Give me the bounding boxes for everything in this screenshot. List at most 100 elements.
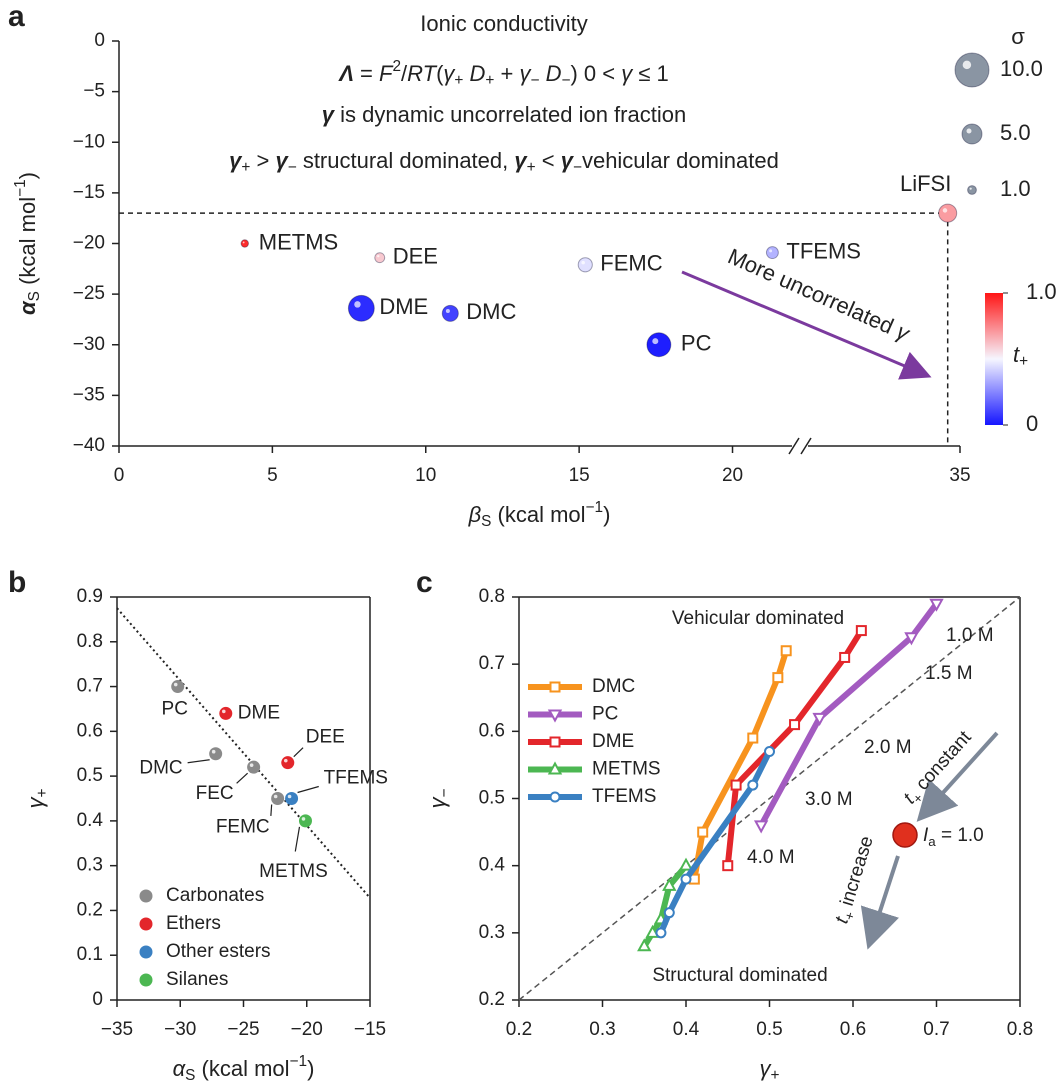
text-part: S: [481, 513, 491, 530]
marker: [789, 719, 801, 731]
text-part: <: [536, 148, 561, 173]
y-axis-label: γ+: [23, 789, 51, 809]
text-part: γ: [275, 148, 289, 173]
text-part: structural dominated,: [297, 148, 515, 173]
y-tick-label: 0.7: [479, 653, 505, 674]
text-part: RT: [407, 61, 437, 86]
schematic-label: Ia = 1.0: [923, 825, 984, 849]
x-axis-label: γ+: [760, 1056, 780, 1084]
text-part: −1: [12, 179, 29, 197]
schematic-arrow: [860, 855, 900, 950]
text-part: −: [436, 789, 453, 798]
bubble-highlight: [769, 249, 773, 253]
x-tick-label: 0.8: [1007, 1019, 1033, 1040]
size-legend-label: 1.0: [1000, 176, 1031, 201]
text-part: +: [1019, 353, 1028, 370]
colorbar-tick-label: 1.0: [1026, 279, 1057, 304]
point-label: PC: [162, 699, 188, 720]
marker: [730, 779, 742, 791]
y-tick-label: 0.5: [479, 788, 505, 809]
formula: Λ = F2/RT(γ+ D+ + γ− D−) 0 < γ ≤ 1: [338, 58, 669, 89]
x-tick-label: 0.4: [673, 1019, 700, 1040]
schematic-point: [892, 822, 918, 848]
bubble: [374, 252, 386, 264]
size-legend-marker: [954, 52, 990, 88]
text-part: γ: [425, 796, 450, 809]
size-legend-marker: [961, 123, 983, 145]
text-part: −: [288, 159, 297, 176]
bubble: [646, 332, 672, 358]
concentration-label: 1.5 M: [925, 663, 973, 684]
text-part: (kcal mol: [491, 502, 585, 527]
panel-label: b: [8, 566, 26, 599]
marker: [904, 632, 919, 646]
concentration-label: 3.0 M: [805, 789, 853, 810]
marker: [680, 873, 692, 885]
point: [247, 760, 261, 774]
line: [657, 748, 773, 936]
y-tick-label: −40: [73, 435, 105, 456]
x-axis-label: βS (kcal mol−1): [468, 499, 611, 530]
legend-marker: [139, 889, 153, 903]
text-part: /: [401, 61, 408, 86]
marker: [764, 745, 775, 757]
bubble-highlight: [942, 208, 948, 213]
concentration-label: 1.0 M: [946, 625, 994, 646]
point-label: METMS: [259, 229, 338, 254]
legend-label: METMS: [592, 759, 661, 780]
text-part: constant: [908, 727, 976, 799]
y-tick-label: 0.2: [479, 989, 505, 1010]
x-tick-label: 0.7: [923, 1019, 949, 1040]
bubble-highlight: [173, 682, 178, 687]
legend-label: TFEMS: [592, 786, 656, 807]
y-tick-label: 0.2: [77, 899, 103, 920]
axis-break: [800, 437, 812, 455]
bubble-highlight: [966, 128, 972, 134]
legend-marker: [139, 945, 153, 959]
point-label: DME: [379, 294, 428, 319]
text-part: a: [928, 834, 936, 849]
marker: [637, 938, 652, 952]
text-part: +: [494, 61, 519, 86]
legend-label: Other esters: [166, 941, 271, 962]
text-part: −: [530, 72, 539, 89]
bubble-highlight: [652, 338, 659, 345]
y-tick-label: −35: [73, 384, 105, 405]
y-tick-label: 0.6: [77, 720, 103, 741]
marker: [772, 672, 784, 684]
y-tick-label: −5: [83, 81, 105, 102]
text-part: = 1.0: [936, 825, 984, 846]
axis-break: [788, 437, 800, 455]
text-part: Ionic conductivity: [420, 11, 588, 36]
marker: [747, 732, 759, 744]
legend-marker: [549, 681, 561, 693]
text-part: +: [485, 72, 494, 89]
y-tick-label: 0.7: [77, 676, 103, 697]
y-tick-label: 0.9: [77, 586, 103, 607]
bubble: [938, 203, 958, 223]
bubble: [577, 257, 593, 273]
x-tick-label: −20: [291, 1019, 323, 1040]
x-tick-label: 0.3: [589, 1019, 615, 1040]
bubble-highlight: [273, 794, 278, 799]
x-tick-label: −25: [227, 1019, 259, 1040]
text-part: γ: [760, 1056, 773, 1081]
panel-label: a: [8, 0, 25, 33]
point-label: FEMC: [600, 251, 662, 276]
y-tick-label: −10: [73, 131, 105, 152]
legend-marker: [549, 736, 561, 748]
leader-line: [293, 747, 304, 758]
text-part: S: [26, 291, 43, 301]
text-part: t: [1013, 342, 1020, 367]
bubble-highlight: [242, 241, 245, 244]
annotation: Structural dominated: [652, 965, 827, 986]
marker: [780, 645, 792, 657]
legend-label: PC: [592, 704, 618, 725]
leader-line: [270, 804, 273, 816]
y-tick-label: 0: [92, 989, 103, 1010]
legend-marker: [139, 973, 153, 987]
text-part: γ: [443, 61, 456, 86]
text-part: −1: [290, 1053, 308, 1070]
text-part: γ: [229, 148, 243, 173]
point-label: PC: [681, 331, 712, 356]
